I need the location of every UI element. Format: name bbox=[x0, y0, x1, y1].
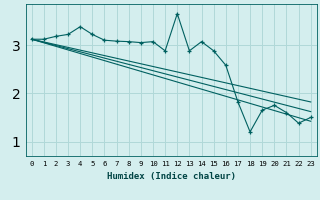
X-axis label: Humidex (Indice chaleur): Humidex (Indice chaleur) bbox=[107, 172, 236, 181]
